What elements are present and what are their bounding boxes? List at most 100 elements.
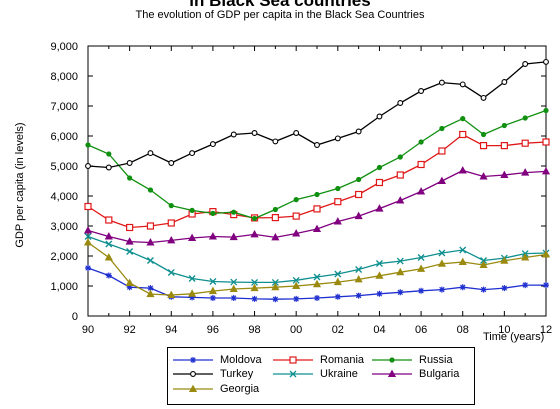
- legend-key-georgia: [173, 384, 213, 392]
- data-point-bulgaria: [188, 233, 197, 241]
- series-georgia: [83, 238, 551, 298]
- data-point-turkey: [85, 163, 91, 169]
- y-tick-label: 0: [72, 311, 78, 323]
- data-point-romania: [146, 222, 155, 230]
- data-point-georgia: [188, 289, 197, 297]
- data-point-romania: [292, 212, 300, 220]
- data-point-ukraine: [375, 260, 383, 267]
- x-tick-label: 90: [82, 324, 94, 336]
- y-tick-label: 3,000: [50, 221, 78, 233]
- data-point-turkey: [105, 164, 112, 171]
- legend-item-georgia: Georgia: [172, 382, 259, 395]
- legend-marker: [289, 355, 297, 364]
- data-point-moldova: [355, 292, 362, 299]
- data-point-moldova: [438, 286, 445, 293]
- data-point-moldova: [314, 295, 320, 301]
- data-point-bulgaria: [521, 168, 530, 176]
- x-tick-label: 00: [290, 324, 302, 336]
- plot-frame: [87, 45, 547, 317]
- data-point-moldova: [209, 295, 216, 301]
- data-point-georgia: [541, 250, 551, 258]
- data-point-turkey: [147, 150, 154, 157]
- data-point-bulgaria: [333, 217, 342, 225]
- x-tick-label: 04: [373, 324, 385, 336]
- data-point-romania: [500, 142, 508, 150]
- data-point-georgia: [396, 267, 405, 276]
- x-tick-label: 08: [457, 324, 469, 336]
- data-point-bulgaria: [500, 170, 509, 178]
- chart-title: in Black Sea countries: [189, 0, 371, 10]
- data-point-bulgaria: [208, 232, 217, 240]
- data-point-ukraine: [313, 273, 321, 281]
- legend-label: Turkey: [220, 367, 254, 380]
- series-moldova: [85, 265, 549, 303]
- legend-label: Georgia: [220, 382, 260, 395]
- legend-label: Ukraine: [320, 367, 358, 380]
- data-point-romania: [438, 147, 446, 155]
- legend-marker: [188, 384, 198, 392]
- data-point-russia: [314, 191, 320, 198]
- data-point-bulgaria: [396, 196, 405, 204]
- legend-key-ukraine: [273, 370, 313, 377]
- data-point-russia: [460, 116, 466, 122]
- data-point-romania: [459, 130, 467, 139]
- data-point-ukraine: [167, 269, 175, 276]
- data-point-bulgaria: [146, 238, 155, 246]
- data-point-ukraine: [459, 246, 467, 254]
- data-point-russia: [210, 210, 216, 216]
- data-point-bulgaria: [458, 166, 467, 174]
- data-point-georgia: [271, 282, 280, 291]
- chart-subtitle: The evolution of GDP per capita in the B…: [135, 9, 425, 21]
- data-point-moldova: [147, 285, 154, 292]
- data-point-moldova: [397, 289, 404, 296]
- data-point-turkey: [501, 79, 508, 85]
- data-point-ukraine: [438, 249, 446, 257]
- data-point-moldova: [189, 294, 196, 301]
- data-point-georgia: [125, 278, 134, 286]
- legend-key-moldova: [173, 356, 213, 363]
- y-tick-label: 9,000: [50, 41, 78, 53]
- y-tick-label: 6,000: [50, 131, 78, 143]
- data-point-ukraine: [355, 266, 363, 273]
- data-point-bulgaria: [83, 226, 93, 234]
- data-point-ukraine: [251, 278, 259, 286]
- data-point-ukraine: [480, 257, 488, 264]
- data-point-turkey: [522, 61, 529, 67]
- legend-item-russia: Russia: [371, 353, 453, 366]
- data-point-moldova: [376, 290, 383, 297]
- data-point-bulgaria: [292, 229, 301, 237]
- y-tick-label: 1,000: [50, 281, 78, 293]
- data-point-georgia: [208, 286, 217, 295]
- x-tick-label: 10: [498, 324, 510, 336]
- data-point-romania: [334, 198, 342, 206]
- data-point-turkey: [334, 135, 341, 142]
- series-russia: [85, 107, 549, 222]
- data-point-georgia: [104, 253, 113, 261]
- data-point-turkey: [168, 160, 175, 166]
- legend-item-moldova: Moldova: [172, 353, 262, 366]
- x-tick-label: 12: [540, 324, 552, 336]
- data-point-romania: [542, 138, 550, 146]
- data-point-romania: [126, 223, 134, 232]
- data-point-turkey: [418, 88, 425, 94]
- data-point-turkey: [543, 58, 549, 65]
- legend-label: Russia: [419, 353, 453, 366]
- data-point-bulgaria: [104, 232, 113, 240]
- legend-label: Bulgaria: [419, 367, 460, 380]
- data-point-bulgaria: [271, 232, 280, 241]
- data-point-turkey: [272, 138, 279, 145]
- data-point-russia: [189, 207, 195, 213]
- data-point-georgia: [375, 271, 384, 279]
- legend-marker: [389, 356, 395, 363]
- data-point-moldova: [480, 286, 487, 293]
- data-point-turkey: [230, 131, 237, 138]
- data-point-russia: [501, 122, 507, 129]
- data-point-turkey: [293, 130, 300, 136]
- data-point-georgia: [250, 283, 259, 292]
- data-point-georgia: [229, 284, 238, 292]
- x-tick-label: 94: [165, 324, 177, 336]
- legend-marker: [387, 369, 397, 377]
- data-point-russia: [127, 175, 133, 181]
- data-point-moldova: [293, 295, 300, 302]
- data-point-romania: [313, 205, 321, 213]
